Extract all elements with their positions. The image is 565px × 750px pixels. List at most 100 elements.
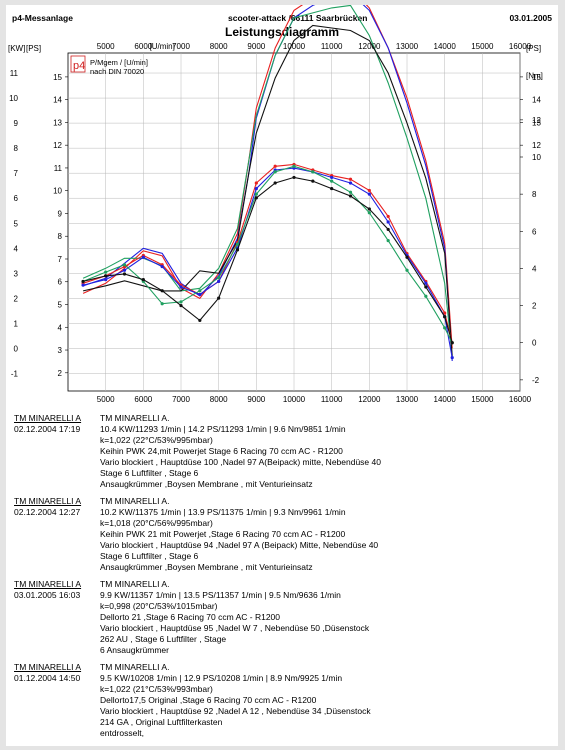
- run-detail-line: 214 GA , Original Luftfilterkasten: [100, 717, 223, 727]
- torque-point-1: [386, 220, 390, 224]
- run-detail-line: Stage 6 Luftfilter , Stage 6: [100, 551, 199, 561]
- run-name-text: TM MINARELLI A: [14, 579, 82, 589]
- kw-tick: 5: [14, 219, 19, 228]
- run-detail-line: k=1,022 (21°C/53%/993mbar): [100, 684, 213, 694]
- kw-tick: 11: [10, 69, 19, 78]
- run-date: 02.12.2004 12:27: [14, 507, 81, 517]
- ps-left-tick: 3: [58, 346, 63, 355]
- run-title: TM MINARELLI A.: [100, 496, 170, 506]
- nm-tick: 4: [532, 264, 537, 273]
- kw-tick: 0: [14, 344, 19, 353]
- x-tick-bottom: 10000: [283, 395, 306, 404]
- run-result: 10.4 KW/11293 1/min | 14.2 PS/11293 1/mi…: [100, 424, 346, 434]
- torque-point-2: [367, 211, 371, 215]
- run-result: 9.9 KW/11357 1/min | 13.5 PS/11357 1/min…: [100, 590, 341, 600]
- torque-point-2: [348, 190, 353, 194]
- torque-point-2: [405, 268, 409, 272]
- torque-point-3: [235, 248, 240, 252]
- torque-point-1: [122, 268, 127, 272]
- kw-axis-label: [KW]: [8, 44, 25, 53]
- p4-logo-box: [70, 55, 86, 73]
- ps-right-tick: 13: [532, 118, 541, 127]
- run-entry: TM MINARELLI A TM MINARELLI A. 02.12.2004 …: [14, 413, 554, 490]
- torque-point-3: [330, 186, 334, 191]
- nm-tick: 8: [532, 190, 537, 199]
- ps-left-axis-label: [PS]: [26, 44, 41, 53]
- ps-right-tick: 12: [532, 141, 541, 150]
- torque-point-3: [405, 255, 409, 259]
- torque-point-3: [104, 274, 108, 278]
- torque-point-3: [160, 289, 164, 293]
- legend-line1: P/Mgem / [U/min]: [90, 58, 148, 67]
- run-result-line: 02.12.2004 12:27 10.2 KW/11375 1/min | 13…: [14, 507, 554, 518]
- ps-left-tick: 7: [58, 255, 63, 264]
- torque-point-2: [160, 302, 164, 306]
- x-tick-bottom: 11000: [321, 395, 343, 404]
- torque-point-1: [367, 192, 371, 196]
- torque-point-1: [81, 283, 85, 287]
- x-tick-bottom: 16000: [509, 395, 532, 404]
- torque-point-3: [217, 296, 221, 300]
- x-tick-top: 6000: [134, 42, 152, 51]
- nm-tick: -2: [532, 376, 540, 385]
- x-tick-bottom: 13000: [396, 395, 419, 404]
- kw-tick: -1: [11, 369, 19, 378]
- x-tick-bottom: 5000: [97, 395, 115, 404]
- torque-point-1: [424, 281, 428, 285]
- ps-left-tick: 4: [58, 323, 63, 332]
- run-name-text: TM MINARELLI A: [14, 413, 82, 423]
- run-list: TM MINARELLI A TM MINARELLI A. 02.12.2004 …: [14, 413, 554, 745]
- nm-axis-label: [Nm]: [526, 72, 543, 81]
- torque-point-3: [198, 318, 202, 323]
- torque-point-2: [104, 270, 108, 274]
- x-tick-top: 5000: [97, 42, 115, 51]
- run-date: 03.01.2005 16:03: [14, 590, 81, 600]
- x-tick-top: 10000: [283, 42, 306, 51]
- torque-point-3: [273, 181, 277, 185]
- run-detail-line: k=1,018 (20°C/56%/995mbar): [100, 518, 213, 528]
- run-result-line: 01.12.2004 14:50 9.5 KW/10208 1/min | 12.…: [14, 673, 554, 684]
- torque-point-0: [443, 311, 447, 315]
- ps-left-tick: 5: [58, 301, 63, 310]
- torque-point-2: [330, 179, 334, 183]
- kw-tick: 4: [14, 244, 19, 253]
- torque-point-2: [273, 170, 277, 174]
- run-body: TM MINARELLI A. 01.12.2004 14:50 9.5 KW/10…: [14, 662, 554, 739]
- torque-point-2: [235, 242, 240, 246]
- run-name: TM MINARELLI A: [14, 413, 108, 424]
- ps-left-tick: 15: [53, 73, 62, 82]
- torque-point-3: [141, 277, 145, 282]
- run-title: TM MINARELLI A.: [100, 662, 170, 672]
- run-name: TM MINARELLI A: [14, 662, 108, 673]
- kw-tick: 3: [14, 269, 19, 278]
- torque-point-0: [254, 181, 258, 185]
- power-curve-3: [82, 24, 453, 356]
- x-tick-top: 9000: [247, 42, 265, 51]
- run-result: 9.5 KW/10208 1/min | 12.9 PS/10208 1/min…: [100, 673, 343, 683]
- run-date: 01.12.2004 14:50: [14, 673, 81, 683]
- torque-point-3: [348, 194, 353, 198]
- legend-line2: nach DIN 70020: [90, 67, 144, 76]
- torque-point-2: [254, 192, 258, 196]
- x-tick-top: 8000: [210, 42, 228, 51]
- run-body: TM MINARELLI A. 02.12.2004 17:19 10.4 KW/1…: [14, 413, 554, 490]
- torque-curve-2: [82, 165, 453, 343]
- x-tick-bottom: 9000: [247, 395, 265, 404]
- torque-curve-1: [82, 167, 453, 358]
- x-tick-bottom: 6000: [134, 395, 152, 404]
- run-detail-line: Vario blockiert , Hauptdüse 100 ,Nadel 9…: [100, 457, 381, 467]
- ps-left-tick: 6: [58, 278, 63, 287]
- torque-point-2: [424, 294, 428, 298]
- kw-tick: 7: [14, 169, 19, 178]
- ps-right-axis-label: [PS]: [526, 44, 541, 53]
- run-entry: TM MINARELLI A TM MINARELLI A. 01.12.2004 …: [14, 662, 554, 739]
- torque-point-0: [386, 214, 390, 219]
- torque-point-3: [424, 285, 428, 289]
- run-name: TM MINARELLI A: [14, 496, 108, 507]
- run-date: 02.12.2004 17:19: [14, 424, 81, 434]
- torque-point-1: [198, 292, 202, 297]
- nm-tick: 10: [532, 153, 541, 162]
- torque-point-3: [443, 315, 447, 319]
- run-result-line: 02.12.2004 17:19 10.4 KW/11293 1/min | 14…: [14, 424, 554, 435]
- x-tick-top: 16000: [509, 42, 532, 51]
